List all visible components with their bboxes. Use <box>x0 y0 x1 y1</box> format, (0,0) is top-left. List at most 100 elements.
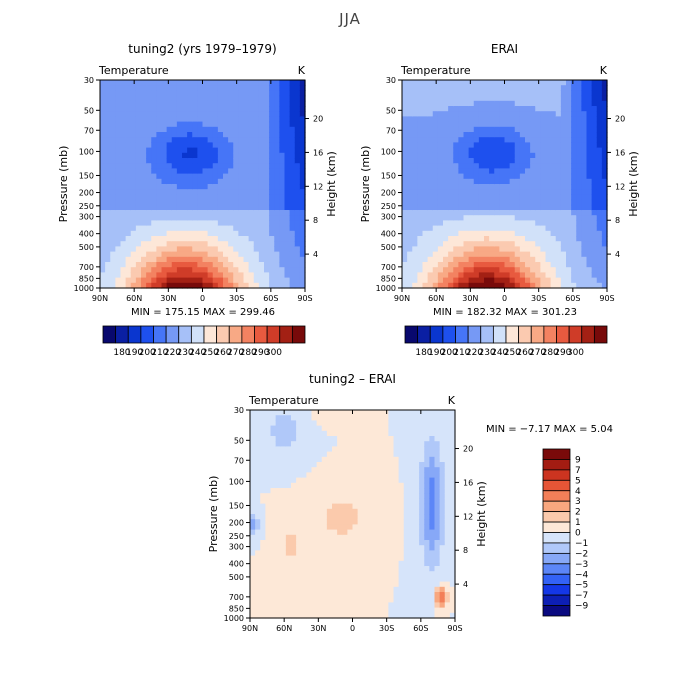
contour-cell <box>427 256 434 263</box>
contour-cell <box>311 425 318 432</box>
x-tick-label: 30N <box>462 294 478 303</box>
contour-cell <box>141 184 147 190</box>
contour-cell <box>141 121 147 128</box>
contour-cell <box>402 137 408 143</box>
contour-cell <box>581 199 588 206</box>
contour-cell <box>265 503 272 510</box>
contour-cell <box>484 173 490 180</box>
contour-cell <box>151 106 157 112</box>
contour-cell <box>192 111 198 117</box>
contour-cell <box>125 158 132 164</box>
contour-cell <box>197 95 204 102</box>
contour-cell <box>255 420 261 427</box>
contour-cell <box>576 267 582 273</box>
contour-cell <box>439 477 446 484</box>
contour-cell <box>601 95 608 102</box>
contour-cell <box>494 132 500 138</box>
contour-cell <box>161 173 168 180</box>
contour-cell <box>448 262 454 268</box>
contour-cell <box>478 246 485 253</box>
contour-cell <box>417 158 424 164</box>
contour-cell <box>192 100 198 107</box>
contour-cell <box>275 503 282 510</box>
contour-cell <box>545 262 552 268</box>
contour-cell <box>444 550 451 557</box>
contour-cell <box>192 106 198 112</box>
contour-cell <box>571 246 577 253</box>
contour-cell <box>419 607 425 614</box>
contour-cell <box>591 189 598 195</box>
contour-cell <box>166 267 173 273</box>
contour-cell <box>187 215 193 221</box>
contour-cell <box>560 178 567 185</box>
contour-cell <box>202 246 209 253</box>
contour-cell <box>448 147 454 154</box>
contour-cell <box>444 602 451 609</box>
contour-cell <box>414 425 420 432</box>
contour-cell <box>238 215 245 221</box>
contour-cell <box>417 225 424 232</box>
contour-cell <box>417 85 424 91</box>
contour-cell <box>560 277 567 284</box>
contour-cell <box>352 482 359 489</box>
contour-cell <box>306 493 313 499</box>
contour-cell <box>212 80 219 86</box>
contour-cell <box>468 80 475 86</box>
contour-cell <box>135 95 142 102</box>
contour-cell <box>422 199 429 206</box>
contour-cell <box>156 220 163 227</box>
contour-cell <box>299 204 306 211</box>
contour-cell <box>291 462 297 468</box>
contour-cell <box>207 215 214 221</box>
contour-cell <box>265 410 272 416</box>
contour-cell <box>540 116 547 123</box>
contour-cell <box>171 116 178 123</box>
contour-cell <box>601 121 608 128</box>
contour-cell <box>202 173 209 180</box>
contour-cell <box>125 246 132 253</box>
contour-cell <box>202 111 209 117</box>
contour-cell <box>383 586 389 593</box>
contour-cell <box>228 230 234 237</box>
contour-cell <box>560 111 567 117</box>
contour-cell <box>274 184 280 190</box>
contour-cell <box>530 262 536 268</box>
contour-cell <box>202 132 209 138</box>
contour-cell <box>448 168 454 175</box>
contour-cell <box>182 199 188 206</box>
contour-cell <box>357 566 364 572</box>
contour-cell <box>393 472 400 479</box>
contour-cell <box>207 210 214 216</box>
contour-cell <box>504 121 511 128</box>
contour-cell <box>299 225 306 232</box>
contour-cell <box>264 158 270 164</box>
contour-cell <box>279 220 286 227</box>
contour-cell <box>414 441 420 447</box>
contour-cell <box>289 142 296 149</box>
contour-cell <box>414 592 420 598</box>
contour-cell <box>284 132 291 138</box>
contour-cell <box>135 204 142 211</box>
contour-cell <box>326 451 333 458</box>
contour-cell <box>176 236 183 242</box>
contour-cell <box>212 251 219 258</box>
contour-cell <box>151 158 157 164</box>
contour-cell <box>576 90 582 97</box>
contour-cell <box>424 560 430 567</box>
contour-cell <box>388 597 395 603</box>
contour-cell <box>458 158 465 164</box>
contour-cell <box>161 215 168 221</box>
contour-cell <box>161 236 168 242</box>
contour-cell <box>468 158 475 164</box>
contour-cell <box>301 612 307 619</box>
contour-cell <box>192 173 198 180</box>
contour-cell <box>135 282 142 289</box>
contour-cell <box>566 236 572 242</box>
contour-cell <box>448 194 454 201</box>
contour-cell <box>525 262 531 268</box>
contour-cell <box>453 80 459 86</box>
contour-cell <box>269 163 275 169</box>
contour-cell <box>301 602 307 609</box>
contour-cell <box>484 282 490 289</box>
contour-cell <box>248 210 255 216</box>
